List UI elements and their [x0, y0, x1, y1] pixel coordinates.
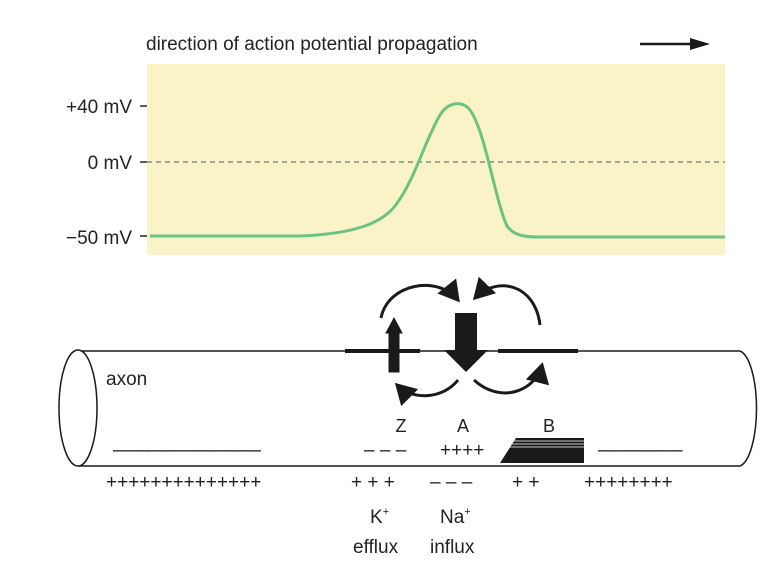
outside-charges-z: + + + — [351, 472, 395, 493]
inside-charges-right: –––––––– — [598, 440, 683, 461]
outside-charges-a: – – – — [430, 472, 473, 493]
action-potential-trace — [150, 102, 725, 239]
y-label-zero: 0 mV — [88, 153, 133, 174]
graph-panel — [147, 64, 725, 255]
inside-charges-z: – – – — [364, 440, 407, 461]
current-loop-arrows — [379, 276, 550, 407]
inside-charges-left: –––––––––––––– — [113, 440, 261, 461]
region-a-label: A — [457, 416, 469, 436]
propagation-arrow-icon — [640, 38, 710, 50]
region-z-label: Z — [396, 416, 407, 436]
y-label-plus40: +40 mV — [66, 97, 132, 118]
sodium-label: Na+ — [440, 506, 471, 528]
propagation-title: direction of action potential propagatio… — [146, 34, 478, 55]
inside-charges-a: ++++ — [440, 440, 484, 461]
depolarization-wedge — [500, 438, 588, 463]
influx-label: influx — [430, 537, 475, 558]
potassium-efflux-arrow-icon — [385, 316, 403, 373]
sodium-influx-arrow-icon — [444, 313, 488, 372]
efflux-label: efflux — [353, 537, 399, 558]
y-label-minus50: −50 mV — [66, 228, 132, 249]
region-b-label: B — [543, 416, 555, 436]
outside-charges-right: ++++++++ — [584, 472, 673, 493]
outside-charges-left: ++++++++++++++ — [106, 472, 261, 493]
axon-label: axon — [106, 369, 147, 390]
outside-charges-b: + + — [512, 472, 539, 493]
potassium-label: K+ — [370, 506, 389, 528]
